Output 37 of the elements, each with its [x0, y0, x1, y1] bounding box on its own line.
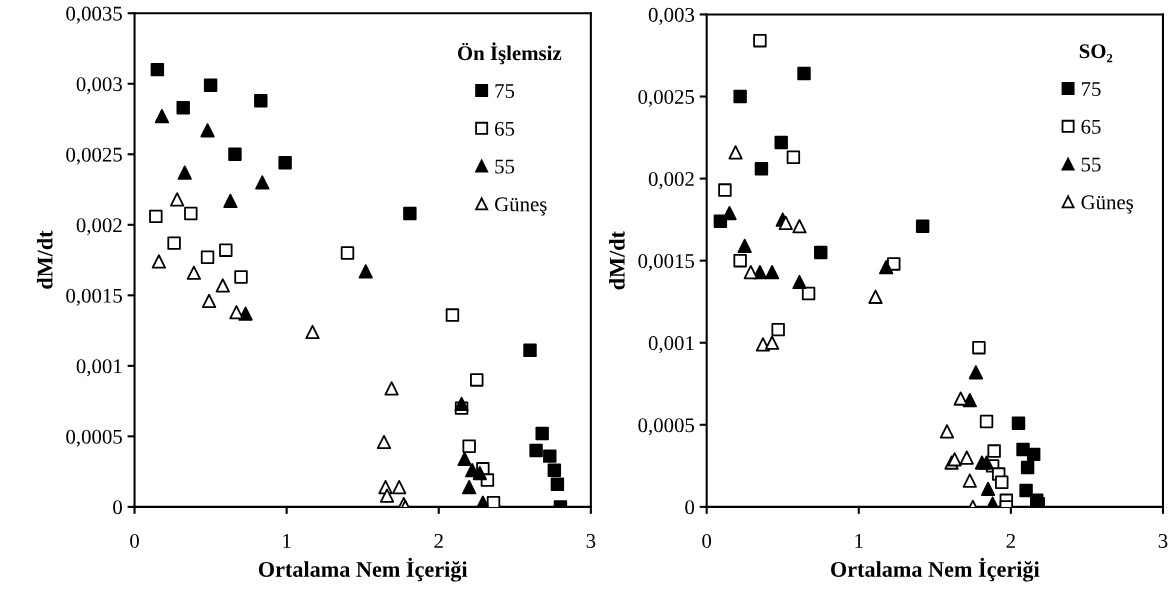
y-tick-label: 0,001 [648, 336, 694, 354]
legend-title: SO₂ [1079, 44, 1113, 63]
y-tick-label: 0,0015 [638, 254, 695, 272]
x-tick-label: 1 [855, 533, 863, 548]
y-tick-label: 0,0025 [66, 147, 122, 165]
y-axis-title: dM/dt [609, 231, 625, 290]
x-tick-label: 2 [1006, 533, 1015, 548]
legend-label: 65 [1081, 119, 1101, 134]
y-tick-label: 0,003 [76, 77, 122, 95]
legend-label: Güneş [1081, 195, 1134, 214]
x-tick-label: 3 [586, 533, 596, 548]
y-axis-title: dM/dt [36, 230, 53, 289]
x-tick-label: 0 [130, 533, 139, 548]
legend-label: 75 [1081, 82, 1101, 97]
x-axis-title: Ortalama Nem İçeriği [831, 557, 1040, 582]
y-tick-label: 0,0025 [638, 89, 695, 107]
y-tick-label: 0,0015 [66, 288, 122, 306]
y-tick-label: 0,001 [76, 359, 122, 377]
legend-title: Ön İşlemsiz [457, 42, 562, 65]
y-tick-label: 0 [113, 500, 122, 515]
x-tick-label: 2 [434, 533, 443, 548]
legend-label: 65 [495, 121, 515, 136]
legend-label: 55 [1081, 157, 1101, 172]
legend-label: 55 [495, 159, 515, 174]
legend-label: 75 [495, 84, 515, 99]
y-tick-label: 0,0005 [66, 429, 122, 447]
y-tick-label: 0,0005 [638, 418, 695, 436]
x-tick-label: 0 [702, 533, 712, 548]
legend-label: Güneş [495, 197, 547, 216]
y-tick-label: 0 [685, 500, 695, 515]
x-axis-title: Ortalama Nem İçeriği [258, 557, 468, 582]
y-tick-label: 0,003 [648, 7, 695, 25]
y-tick-label: 0,002 [76, 218, 122, 236]
x-tick-label: 1 [283, 533, 291, 548]
y-tick-label: 0,0035 [66, 6, 122, 24]
x-tick-label: 3 [1158, 533, 1168, 548]
y-tick-label: 0,002 [648, 171, 694, 190]
